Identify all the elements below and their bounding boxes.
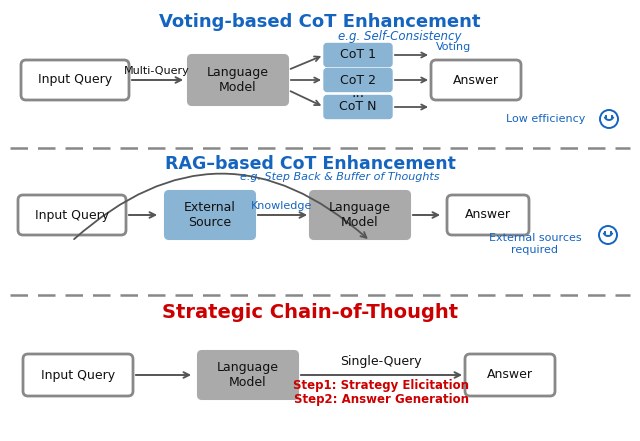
Text: Low efficiency: Low efficiency [506, 114, 586, 124]
Text: Input Query: Input Query [35, 209, 109, 221]
Text: Answer: Answer [465, 209, 511, 221]
FancyBboxPatch shape [23, 354, 133, 396]
FancyBboxPatch shape [188, 55, 288, 105]
FancyBboxPatch shape [324, 68, 392, 91]
Text: e.g. Step Back & Buffer of Thoughts: e.g. Step Back & Buffer of Thoughts [241, 172, 440, 182]
Text: External sources
required: External sources required [489, 233, 581, 254]
Text: Step1: Strategy Elicitation: Step1: Strategy Elicitation [293, 378, 469, 392]
Text: Input Query: Input Query [38, 74, 112, 86]
Text: Voting: Voting [436, 42, 471, 52]
Text: Answer: Answer [453, 74, 499, 86]
Text: ...: ... [351, 86, 365, 100]
FancyBboxPatch shape [198, 351, 298, 399]
Text: Single-Query: Single-Query [340, 355, 422, 367]
Text: RAG–based CoT Enhancement: RAG–based CoT Enhancement [164, 155, 456, 173]
Text: Language
Model: Language Model [329, 201, 391, 229]
FancyBboxPatch shape [18, 195, 126, 235]
FancyBboxPatch shape [447, 195, 529, 235]
Text: CoT N: CoT N [339, 101, 377, 113]
Text: CoT 2: CoT 2 [340, 74, 376, 86]
Text: CoT 1: CoT 1 [340, 49, 376, 61]
Text: Strategic Chain-of-Thought: Strategic Chain-of-Thought [162, 303, 458, 322]
Text: Step2: Answer Generation: Step2: Answer Generation [294, 393, 468, 407]
Text: Input Query: Input Query [41, 369, 115, 381]
FancyBboxPatch shape [324, 96, 392, 119]
FancyBboxPatch shape [165, 191, 255, 239]
FancyBboxPatch shape [465, 354, 555, 396]
Text: Answer: Answer [487, 369, 533, 381]
FancyBboxPatch shape [431, 60, 521, 100]
FancyBboxPatch shape [21, 60, 129, 100]
Text: Language
Model: Language Model [207, 66, 269, 94]
Text: Voting-based CoT Enhancement: Voting-based CoT Enhancement [159, 13, 481, 31]
FancyBboxPatch shape [324, 44, 392, 67]
FancyBboxPatch shape [310, 191, 410, 239]
Text: Language
Model: Language Model [217, 361, 279, 389]
Text: External
Source: External Source [184, 201, 236, 229]
Text: Knowledge: Knowledge [252, 201, 313, 211]
Text: e.g. Self-Consistency: e.g. Self-Consistency [339, 30, 461, 43]
Text: Multi-Query: Multi-Query [124, 66, 190, 76]
